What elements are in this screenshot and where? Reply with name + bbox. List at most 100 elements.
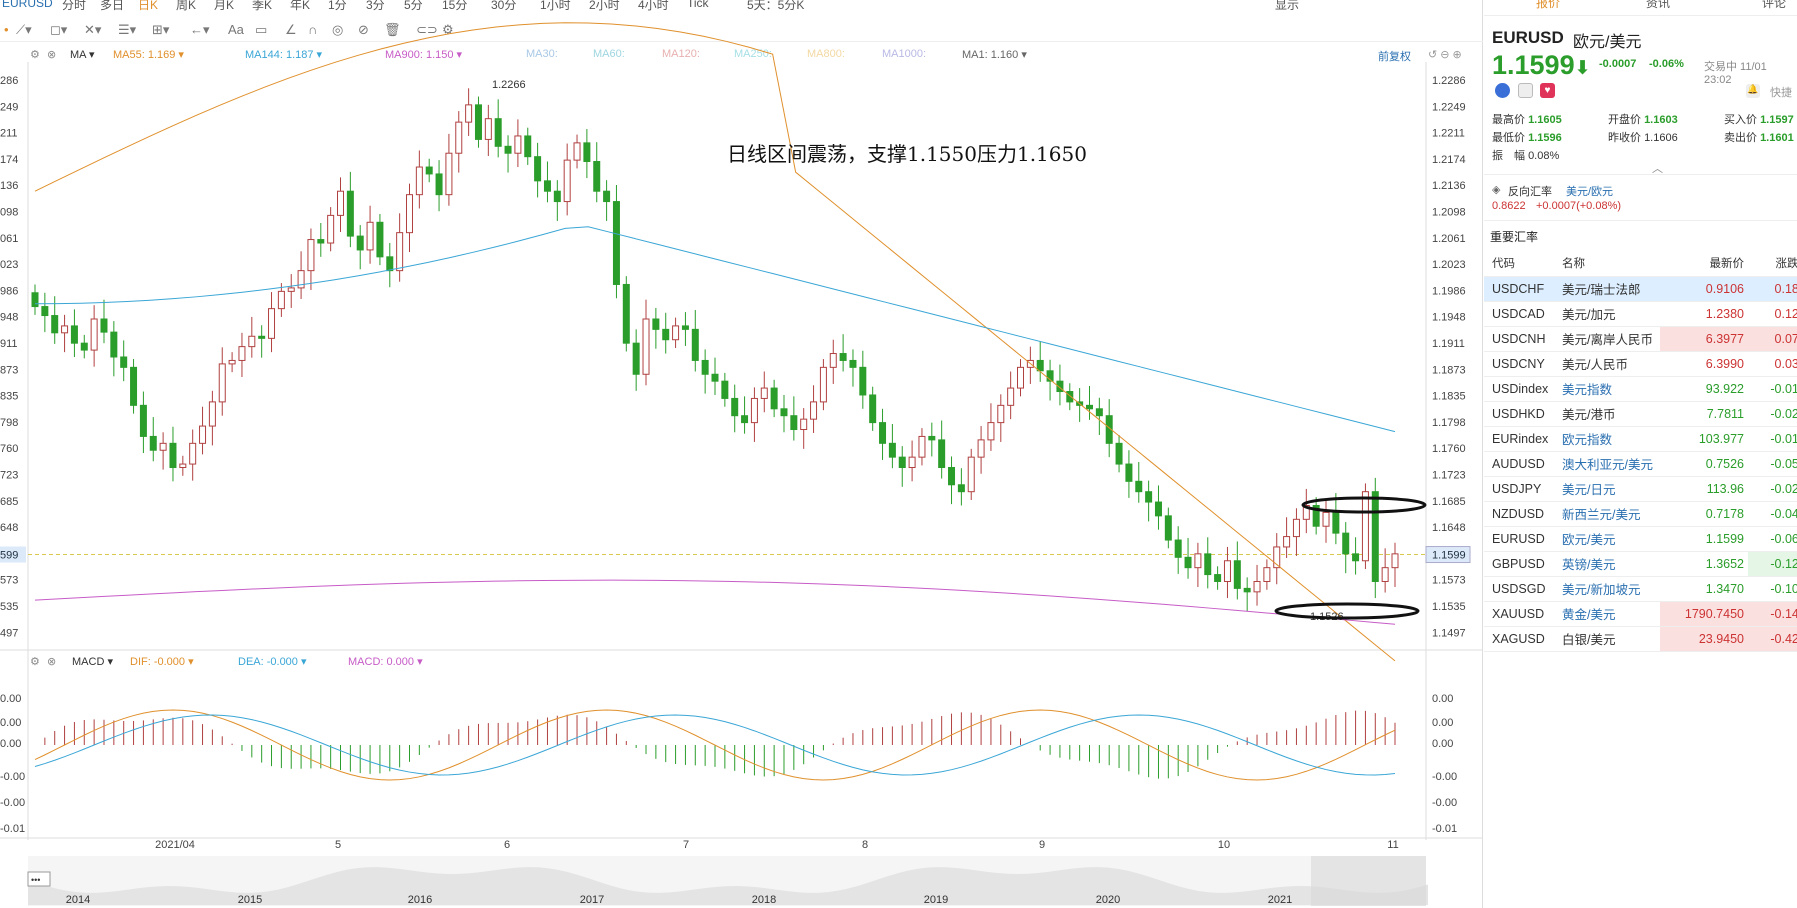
period-13[interactable]: 2小时 xyxy=(589,0,620,12)
heart-icon[interactable]: ♥ xyxy=(1540,83,1555,98)
menu-tool-icon[interactable]: ☰▾ xyxy=(118,22,137,37)
tab-comments[interactable]: 评论 xyxy=(1762,0,1787,10)
tab-news[interactable]: 资讯 xyxy=(1646,0,1671,10)
reverse-name[interactable]: 美元/欧元 xyxy=(1566,186,1614,198)
row-name: 新西兰元/美元 xyxy=(1554,501,1660,527)
col-header[interactable]: 最新价 xyxy=(1660,251,1748,277)
ma-legend-2[interactable]: MA900: 1.150 ▾ xyxy=(385,49,463,61)
eye-icon[interactable]: ◎ xyxy=(332,22,344,37)
period-4[interactable]: 月K xyxy=(214,0,235,12)
left-price-tick: 136 xyxy=(0,180,18,192)
symbol-label[interactable]: EURUSD xyxy=(2,0,53,10)
col-header[interactable]: 涨跌幅 xyxy=(1748,251,1797,277)
comment-tool-icon[interactable]: ▭ xyxy=(255,22,268,37)
candle-body xyxy=(139,404,147,437)
tab-quote[interactable]: 报价 xyxy=(1536,0,1561,10)
candle-body xyxy=(474,104,482,140)
period-1[interactable]: 多日 xyxy=(100,0,125,12)
pen-tool-icon[interactable]: ∠ xyxy=(285,22,297,37)
bell-icon[interactable]: 🔔 xyxy=(1746,84,1760,98)
settings-icon[interactable]: ⚙ xyxy=(30,49,40,61)
period-5[interactable]: 季K xyxy=(252,0,273,12)
period-10[interactable]: 15分 xyxy=(442,0,468,12)
ma-legend-4[interactable]: MA60: xyxy=(593,48,625,60)
ma-legend-7[interactable]: MA800: xyxy=(807,48,845,60)
macd-legend-2[interactable]: MACD: 0.000 ▾ xyxy=(348,656,423,668)
period-12[interactable]: 1小时 xyxy=(540,0,571,12)
period-14[interactable]: 4小时 xyxy=(638,0,669,12)
col-header[interactable]: 名称 xyxy=(1554,251,1660,277)
ma-legend-8[interactable]: MA1000: xyxy=(882,48,927,60)
close-icon[interactable]: ⊗ xyxy=(47,49,57,61)
trash-icon[interactable]: 🗑 xyxy=(384,22,401,37)
settings-icon[interactable]: ⚙ xyxy=(30,656,40,668)
fork-tool-icon[interactable]: ✕▾ xyxy=(84,22,102,37)
overview-dots: ••• xyxy=(31,875,40,885)
settings-icon[interactable]: ⚙ xyxy=(442,22,454,37)
row-price: 0.7526 xyxy=(1660,451,1748,477)
close-icon[interactable]: ⊗ xyxy=(47,656,57,668)
dot-icon[interactable]: • xyxy=(4,22,9,37)
period-2[interactable]: 日K xyxy=(138,0,159,12)
note-icon[interactable] xyxy=(1518,83,1533,98)
row-price: 0.9106 xyxy=(1660,276,1748,302)
ma-legend-5[interactable]: MA120: xyxy=(662,48,700,60)
adjust-button[interactable]: 前复权 xyxy=(1378,51,1411,63)
ma-legend-3[interactable]: MA30: xyxy=(526,48,558,60)
arrow-tool-icon[interactable]: ←▾ xyxy=(190,22,210,37)
candle-body xyxy=(307,239,315,272)
hide-icon[interactable]: ⊘ xyxy=(358,22,369,37)
reset-icon[interactable]: ↺ ⊖ ⊕ xyxy=(1428,49,1462,61)
ma-legend-9[interactable]: MA1: 1.160 ▾ xyxy=(962,49,1027,61)
magnet-icon[interactable]: ∩ xyxy=(308,22,318,37)
display-menu[interactable]: 显示 xyxy=(1275,0,1300,12)
period-16[interactable]: 5天：5分K xyxy=(747,0,805,12)
period-7[interactable]: 1分 xyxy=(328,0,347,12)
resistance-ellipse[interactable] xyxy=(1301,496,1427,514)
macd-legend-1[interactable]: DEA: -0.000 ▾ xyxy=(238,656,307,668)
period-15[interactable]: Tick xyxy=(687,0,709,10)
macd-legend-0[interactable]: DIF: -0.000 ▾ xyxy=(130,656,194,668)
overview-menu-button[interactable] xyxy=(27,871,51,887)
candle-body xyxy=(593,161,601,192)
expand-icon[interactable]: ︿ xyxy=(1652,163,1663,175)
rect-tool-icon[interactable]: ◻▾ xyxy=(50,22,68,37)
left-price-tick: 798 xyxy=(0,417,18,429)
link-icon[interactable]: ⊂⊃ xyxy=(416,22,438,37)
grid-tool-icon[interactable]: ⊞▾ xyxy=(152,22,170,37)
candle-body xyxy=(543,180,551,192)
support-ellipse[interactable] xyxy=(1274,602,1420,620)
ma-legend-0[interactable]: MA55: 1.169 ▾ xyxy=(113,49,184,61)
period-3[interactable]: 周K xyxy=(176,0,197,12)
period-9[interactable]: 5分 xyxy=(404,0,423,12)
col-header[interactable]: 代码 xyxy=(1484,251,1554,277)
text-tool-icon[interactable]: Aa xyxy=(228,22,244,37)
period-8[interactable]: 3分 xyxy=(366,0,385,12)
kline-chart[interactable]: 1.2286 286 1.2249 249 1.2211 211 1.2174 174 1.21… xyxy=(0,0,1483,908)
ma144-line xyxy=(34,226,1396,433)
globe-icon[interactable] xyxy=(1495,83,1510,98)
drawing-toolbar: • ⟋▾ ◻▾ ✕▾ ☰▾ ⊞▾ ←▾ Aa ▭ ∠ ∩ ◎ ⊘ 🗑 ⊂⊃ ⚙ xyxy=(0,18,1483,42)
ma-legend-1[interactable]: MA144: 1.187 ▾ xyxy=(245,49,323,61)
overview-window[interactable] xyxy=(1311,856,1426,906)
period-11[interactable]: 30分 xyxy=(491,0,517,12)
fast-trade-button[interactable]: 快捷 xyxy=(1770,87,1792,99)
line-tool-icon[interactable]: ⟋▾ xyxy=(16,22,32,37)
period-6[interactable]: 年K xyxy=(290,0,311,12)
period-0[interactable]: 分时 xyxy=(62,0,87,12)
